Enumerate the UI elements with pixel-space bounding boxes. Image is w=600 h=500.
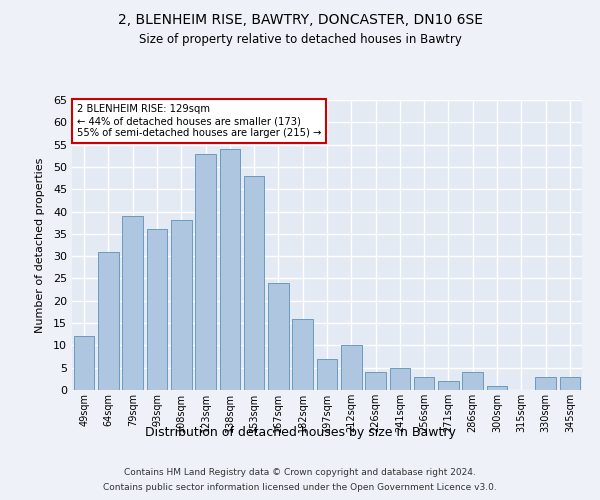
Bar [244,176,265,390]
Bar [414,376,434,390]
Bar [317,359,337,390]
Bar [487,386,508,390]
Bar [560,376,580,390]
Bar [122,216,143,390]
Bar [268,283,289,390]
Y-axis label: Number of detached properties: Number of detached properties [35,158,44,332]
Bar [195,154,216,390]
Bar [98,252,119,390]
Bar [389,368,410,390]
Bar [220,149,240,390]
Text: Contains public sector information licensed under the Open Government Licence v3: Contains public sector information licen… [103,483,497,492]
Bar [535,376,556,390]
Bar [171,220,191,390]
Bar [146,230,167,390]
Text: 2, BLENHEIM RISE, BAWTRY, DONCASTER, DN10 6SE: 2, BLENHEIM RISE, BAWTRY, DONCASTER, DN1… [118,12,482,26]
Bar [74,336,94,390]
Bar [463,372,483,390]
Text: Distribution of detached houses by size in Bawtry: Distribution of detached houses by size … [145,426,455,439]
Bar [341,346,362,390]
Bar [365,372,386,390]
Text: Contains HM Land Registry data © Crown copyright and database right 2024.: Contains HM Land Registry data © Crown c… [124,468,476,477]
Bar [292,318,313,390]
Bar [438,381,459,390]
Text: Size of property relative to detached houses in Bawtry: Size of property relative to detached ho… [139,32,461,46]
Text: 2 BLENHEIM RISE: 129sqm
← 44% of detached houses are smaller (173)
55% of semi-d: 2 BLENHEIM RISE: 129sqm ← 44% of detache… [77,104,321,138]
